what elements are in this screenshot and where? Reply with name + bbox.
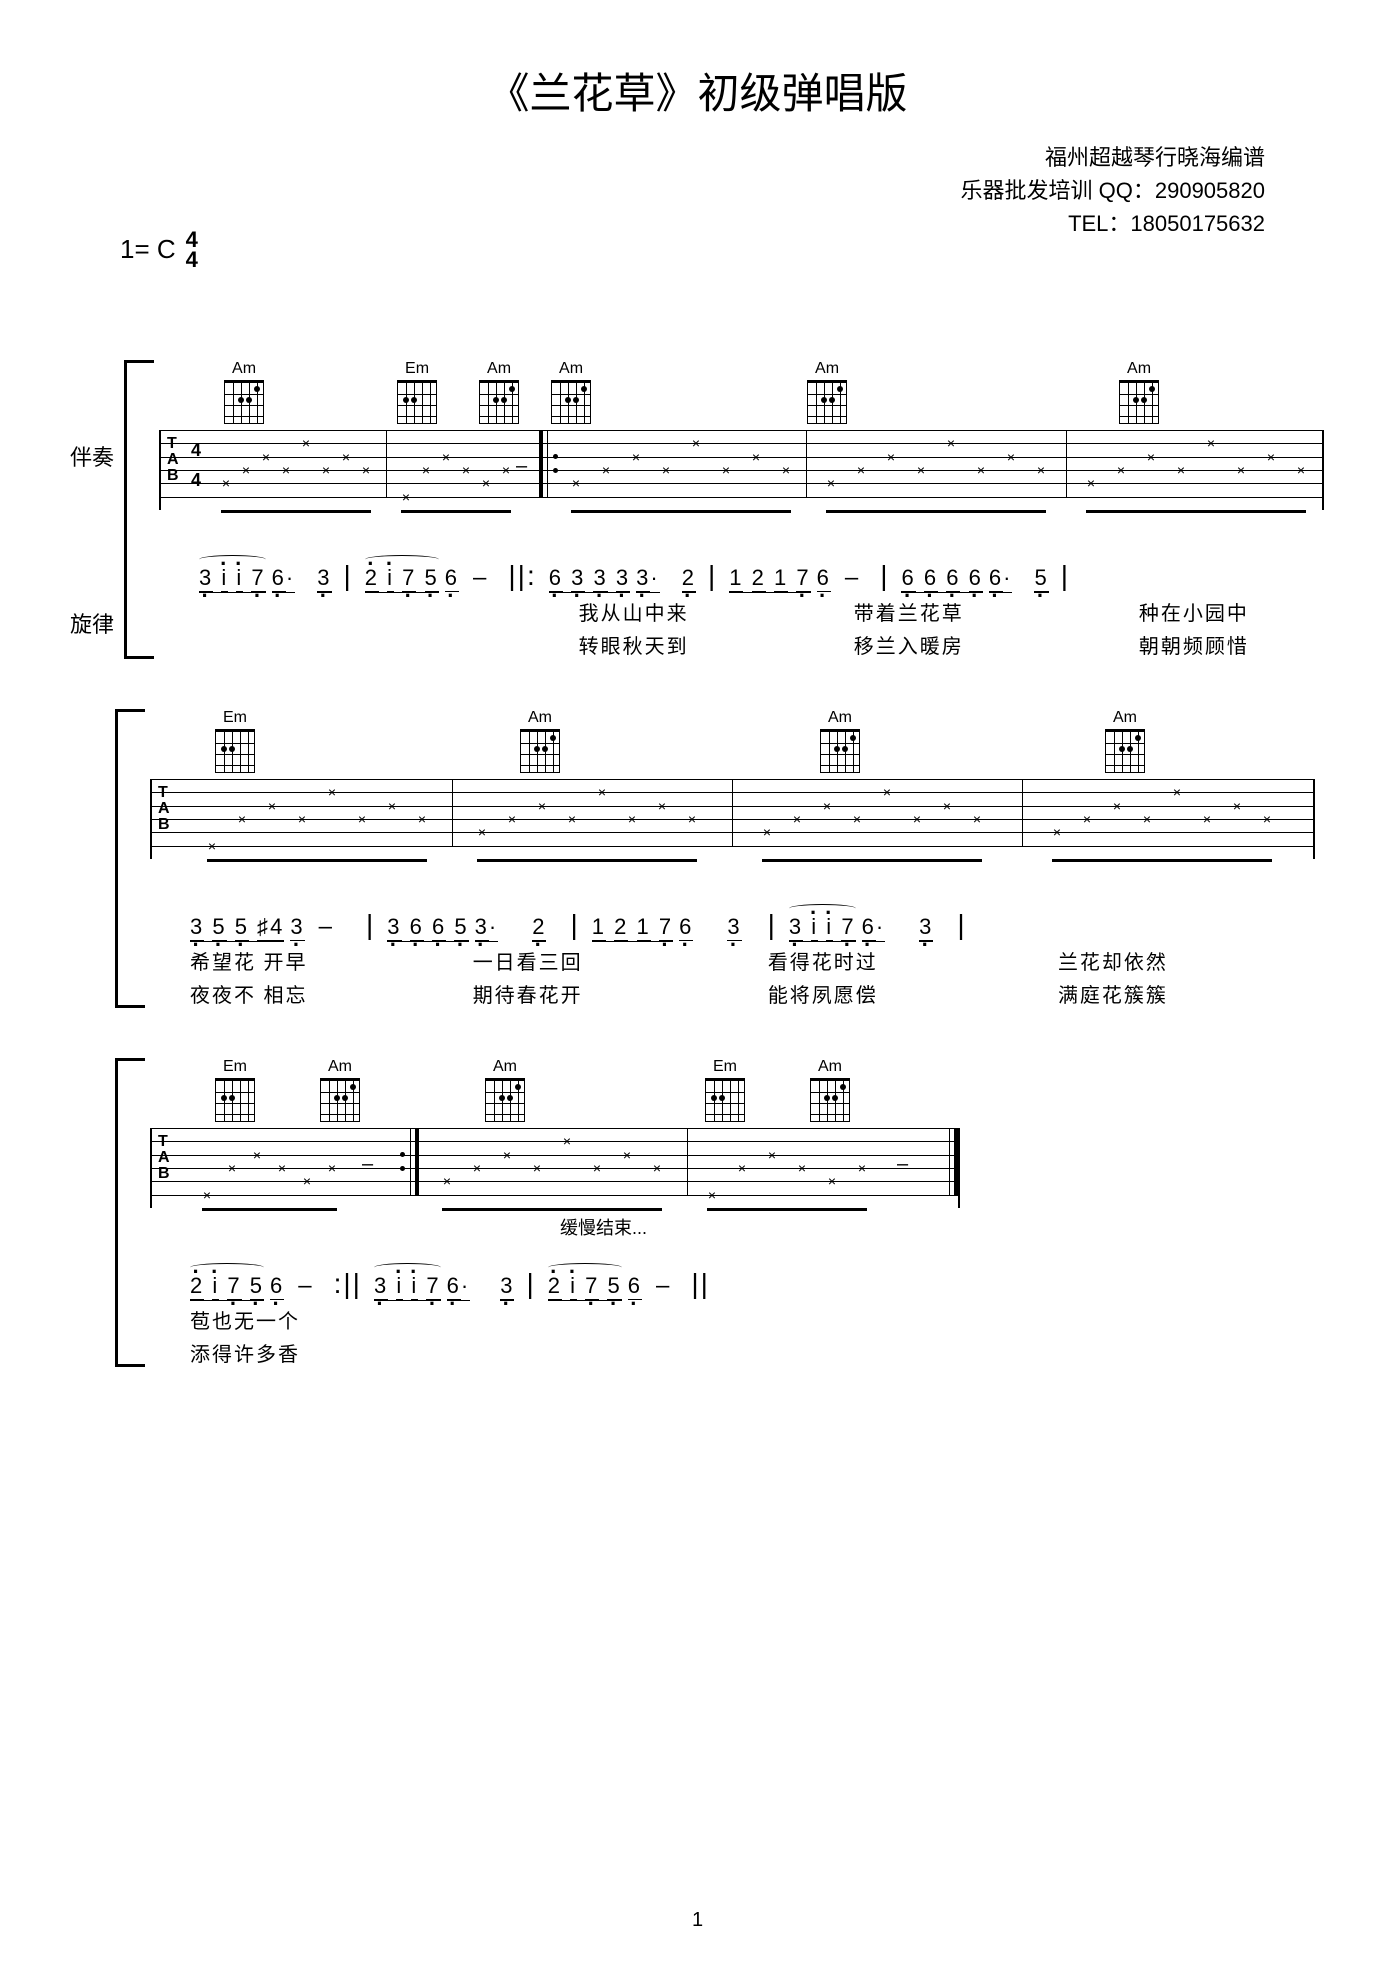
lyric-text: 期待春花开 [473, 985, 583, 1007]
lyric-text: 一日看三回 [473, 952, 583, 974]
tab-staff: TAB ×× ×× ×× ×× ×× ×× ×× ×× ×× ×× ×× ×× … [150, 779, 1315, 859]
chord-name: Em [713, 1058, 737, 1076]
lyric-text: 转眼秋天到 [579, 636, 689, 658]
system-bracket [124, 360, 154, 659]
lyrics-row: 我从山中来 带着兰花草 种在小园中 [159, 597, 1325, 626]
chord-diagram-em: Em [397, 360, 437, 424]
chord-name: Am [815, 360, 839, 378]
chord-name: Am [828, 709, 852, 727]
page-number: 1 [692, 1909, 703, 1932]
lyric-text: 种在小园中 [1139, 603, 1249, 625]
chord-name: Em [405, 360, 429, 378]
lyric-text: 苞也无一个 [190, 1311, 300, 1333]
credit-line: 乐器批发培训 QQ：290905820 [70, 174, 1265, 207]
time-bot: 4 [186, 250, 198, 270]
chord-name: Am [493, 1058, 517, 1076]
ending-text: 缓慢结束... [560, 1214, 647, 1240]
chord-diagram-am: Am [520, 709, 560, 773]
chord-diagram-am: Am [320, 1058, 360, 1122]
chord-diagram-am: Am [551, 360, 591, 424]
tab-clef: TAB [158, 785, 170, 833]
chord-diagram-am: Am [807, 360, 847, 424]
chord-name: Am [528, 709, 552, 727]
chord-name: Am [328, 1058, 352, 1076]
music-system: Em Am Am Am TAB ×× ×× ×× ×× [115, 709, 1325, 1008]
key-signature: 1= C 4 4 [120, 230, 198, 270]
chord-diagram-em: Em [215, 1058, 255, 1122]
time-signature: 4 4 [186, 230, 198, 270]
chord-name: Am [232, 360, 256, 378]
chord-diagram-am: Am [820, 709, 860, 773]
melody-line: 3 5 5 ♯4 3 – | 3 6 6 5 3· 2 | 1 2 1 7 6 … [150, 909, 1325, 942]
credits-block: 福州超越琴行晓海编谱 乐器批发培训 QQ：290905820 TEL：18050… [70, 141, 1265, 240]
chord-diagram-em: Em [215, 709, 255, 773]
music-system: 伴奏 旋律 Am Em Am Am Am [70, 360, 1325, 659]
lyrics-row: 转眼秋天到 移兰入暖房 朝朝频顾惜 [159, 630, 1325, 659]
chord-name: Am [487, 360, 511, 378]
tab-clef: TAB [158, 1134, 170, 1182]
melody-line: 2 i 7 5 6 – :|| 3 i i 7 6· 3 | 2 i 7 5 6… [150, 1268, 1325, 1301]
part-label-accompaniment: 伴奏 [70, 440, 114, 472]
part-label-melody: 旋律 [70, 607, 114, 639]
music-system: Em Am Am Em Am TAB ×× [115, 1058, 1325, 1367]
melody-line: 3 i i 7 6· 3 | 2 i 7 5 6 – ||: 6 3 3 3 3… [159, 560, 1325, 593]
key-text: 1= C [120, 234, 176, 265]
chord-name: Am [1127, 360, 1151, 378]
chord-diagram-am: Am [479, 360, 519, 424]
tab-staff: TAB ×× ×× ×× – ×× ×× ×× ×× ×× ×× ×× – [150, 1128, 960, 1208]
chord-diagram-am: Am [224, 360, 264, 424]
lyrics-row: 苞也无一个 [150, 1305, 1325, 1334]
lyric-text: 希望花 开早 [190, 952, 308, 974]
system-bracket [115, 709, 145, 1008]
lyric-text: 夜夜不 相忘 [190, 985, 308, 1007]
chord-name: Am [1113, 709, 1137, 727]
tab-staff: TAB 4 4 ×× ×× ×× ×× ×× ×× ×× – ×× ×× ×× … [159, 430, 1324, 510]
lyric-text: 看得花时过 [768, 952, 878, 974]
credit-line: TEL：18050175632 [70, 207, 1265, 240]
chord-diagram-am: Am [1105, 709, 1145, 773]
chord-row: Em Am Am Am [150, 709, 1325, 779]
lyric-text: 移兰入暖房 [854, 636, 964, 658]
chord-name: Em [223, 1058, 247, 1076]
lyric-text: 朝朝频顾惜 [1139, 636, 1249, 658]
system-bracket [115, 1058, 145, 1367]
tab-clef: TAB [167, 436, 179, 484]
chord-row: Am Em Am Am Am Am [159, 360, 1325, 430]
chord-diagram-am: Am [485, 1058, 525, 1122]
lyrics-row: 添得许多香 [150, 1338, 1325, 1367]
credit-line: 福州超越琴行晓海编谱 [70, 141, 1265, 174]
chord-name: Am [818, 1058, 842, 1076]
chord-name: Em [223, 709, 247, 727]
lyric-text: 添得许多香 [190, 1344, 300, 1366]
chord-diagram-am: Am [1119, 360, 1159, 424]
chord-row: Em Am Am Em Am [150, 1058, 1325, 1128]
page-title: 《兰花草》初级弹唱版 [70, 60, 1325, 121]
chord-diagram-am: Am [810, 1058, 850, 1122]
lyric-text: 能将夙愿偿 [768, 985, 878, 1007]
lyrics-row: 夜夜不 相忘 期待春花开 能将夙愿偿 满庭花簇簇 [150, 979, 1325, 1008]
chord-name: Am [559, 360, 583, 378]
part-labels: 伴奏 旋律 [70, 360, 114, 659]
lyric-text: 兰花却依然 [1058, 952, 1168, 974]
lyric-text: 满庭花簇簇 [1058, 985, 1168, 1007]
chord-diagram-em: Em [705, 1058, 745, 1122]
